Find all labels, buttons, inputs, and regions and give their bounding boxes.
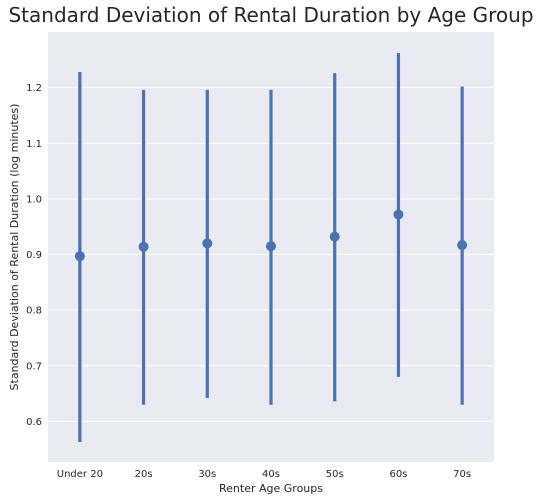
y-tick-label: 0.7 [26,361,42,372]
y-tick-label: 1.0 [26,194,42,205]
y-tick-label: 0.6 [26,417,42,428]
x-tick-label: 60s [389,469,407,480]
x-tick-label: 30s [198,469,216,480]
x-axis-ticks: Under 20 20s 30s 40s 50s 60s 70s [57,469,471,480]
data-point [74,251,85,262]
data-point [393,209,404,220]
x-tick-label: 20s [135,469,153,480]
data-point [457,240,468,251]
x-tick-label: 70s [453,469,471,480]
y-tick-label: 0.8 [26,306,42,317]
y-axis-label: Standard Deviation of Rental Duration (l… [8,104,21,391]
x-tick-label: 40s [262,469,280,480]
data-point [202,238,213,249]
y-tick-label: 1.1 [26,139,42,150]
x-tick-label: Under 20 [57,469,103,480]
x-axis-label: Renter Age Groups [219,482,323,495]
chart-marks [74,53,468,442]
y-axis-ticks: 0.6 0.7 0.8 0.9 1.0 1.1 1.2 [26,83,42,428]
y-tick-label: 1.2 [26,83,42,94]
x-tick-label: 50s [326,469,344,480]
data-point [138,241,149,252]
data-point [266,241,276,252]
y-tick-label: 0.9 [26,250,42,261]
data-point [329,231,340,242]
chart-title: Standard Deviation of Rental Duration by… [8,3,533,27]
